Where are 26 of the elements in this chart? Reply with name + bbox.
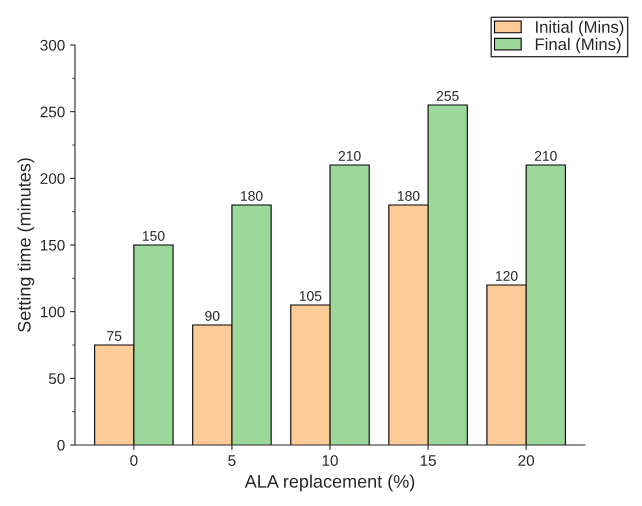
data-label: 150: [142, 231, 165, 241]
y-tick-label: 250: [40, 106, 65, 118]
y-tick-label: 300: [40, 40, 65, 51]
x-tick-label: 10: [322, 455, 338, 466]
y-axis-title: Setting time (minutes): [17, 158, 34, 332]
y-tick-label: 100: [40, 306, 65, 318]
data-label: 75: [107, 331, 122, 341]
y-tick-label: 50: [48, 373, 65, 384]
legend-label: Initial (Mins): [536, 20, 624, 36]
x-tick-label: 0: [130, 455, 138, 466]
data-label: 255: [436, 91, 459, 101]
y-tick-label: 0: [57, 440, 65, 451]
x-tick-label: 20: [518, 455, 534, 466]
y-tick-label: 200: [40, 173, 65, 184]
data-label: 120: [496, 271, 518, 281]
data-label: 105: [300, 291, 322, 301]
data-label: 180: [241, 191, 263, 201]
data-label: 180: [398, 191, 420, 201]
y-tick-label: 150: [40, 240, 65, 251]
x-tick-label: 5: [228, 455, 236, 466]
x-axis-title: ALA replacement (%): [244, 474, 414, 492]
data-label: 90: [205, 311, 220, 321]
x-tick-label: 15: [420, 455, 436, 466]
legend-label: Final (Mins): [536, 38, 621, 54]
data-label: 210: [338, 151, 361, 161]
data-label: 210: [534, 151, 557, 161]
